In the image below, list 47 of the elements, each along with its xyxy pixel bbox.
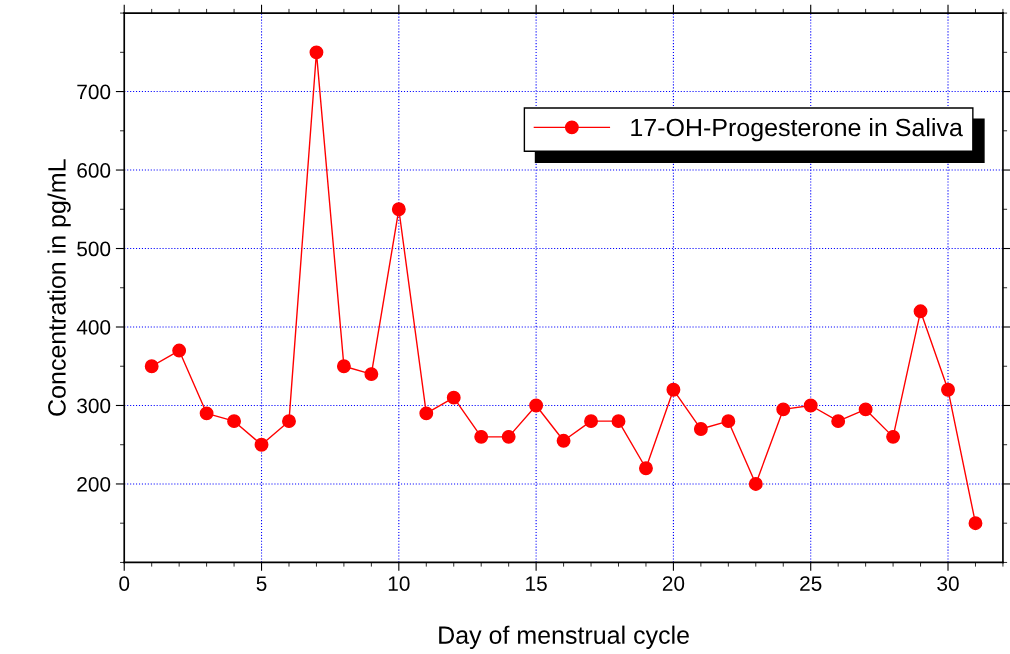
x-axis-title: Day of menstrual cycle [439, 625, 689, 649]
point [501, 429, 516, 444]
point [721, 414, 736, 429]
point [144, 359, 159, 374]
y-tick-label: 600 [77, 163, 111, 178]
point [913, 304, 928, 319]
point [529, 398, 544, 413]
point [474, 429, 489, 444]
point [803, 398, 818, 413]
point [584, 414, 598, 429]
point [309, 45, 324, 60]
point [282, 414, 296, 429]
y-tick-label: 200 [77, 476, 111, 492]
point [227, 414, 242, 429]
point [254, 437, 269, 452]
point [886, 429, 901, 444]
y-axis-title: Concentration in pg/mL [47, 159, 71, 416]
point [748, 477, 763, 491]
y-tick-label: 300 [77, 398, 111, 414]
point [199, 406, 214, 421]
legend-label: 17-OH-Progesterone in Saliva [631, 117, 963, 142]
point [611, 414, 626, 429]
point [831, 414, 846, 429]
y-tick-label: 500 [77, 241, 111, 257]
point [364, 367, 379, 382]
x-tick-label: 10 [388, 576, 410, 591]
x-tick-label: 15 [526, 576, 547, 591]
x-tick-label: 0 [119, 576, 130, 591]
point [391, 202, 406, 217]
point [172, 343, 187, 358]
point [968, 516, 983, 531]
point [941, 382, 955, 397]
x-tick-label: 30 [937, 576, 959, 591]
point [639, 461, 653, 476]
point [556, 433, 571, 448]
x-tick-label: 25 [800, 576, 822, 591]
x-tick-label: 20 [662, 576, 685, 591]
y-tick-label: 400 [76, 320, 111, 335]
x-tick-label: 5 [256, 576, 267, 591]
point [776, 402, 791, 417]
point [446, 390, 461, 405]
point [858, 402, 873, 417]
y-tick-label: 700 [77, 84, 111, 100]
point [693, 422, 708, 436]
point [336, 359, 351, 374]
point [666, 382, 681, 397]
point [419, 406, 434, 421]
